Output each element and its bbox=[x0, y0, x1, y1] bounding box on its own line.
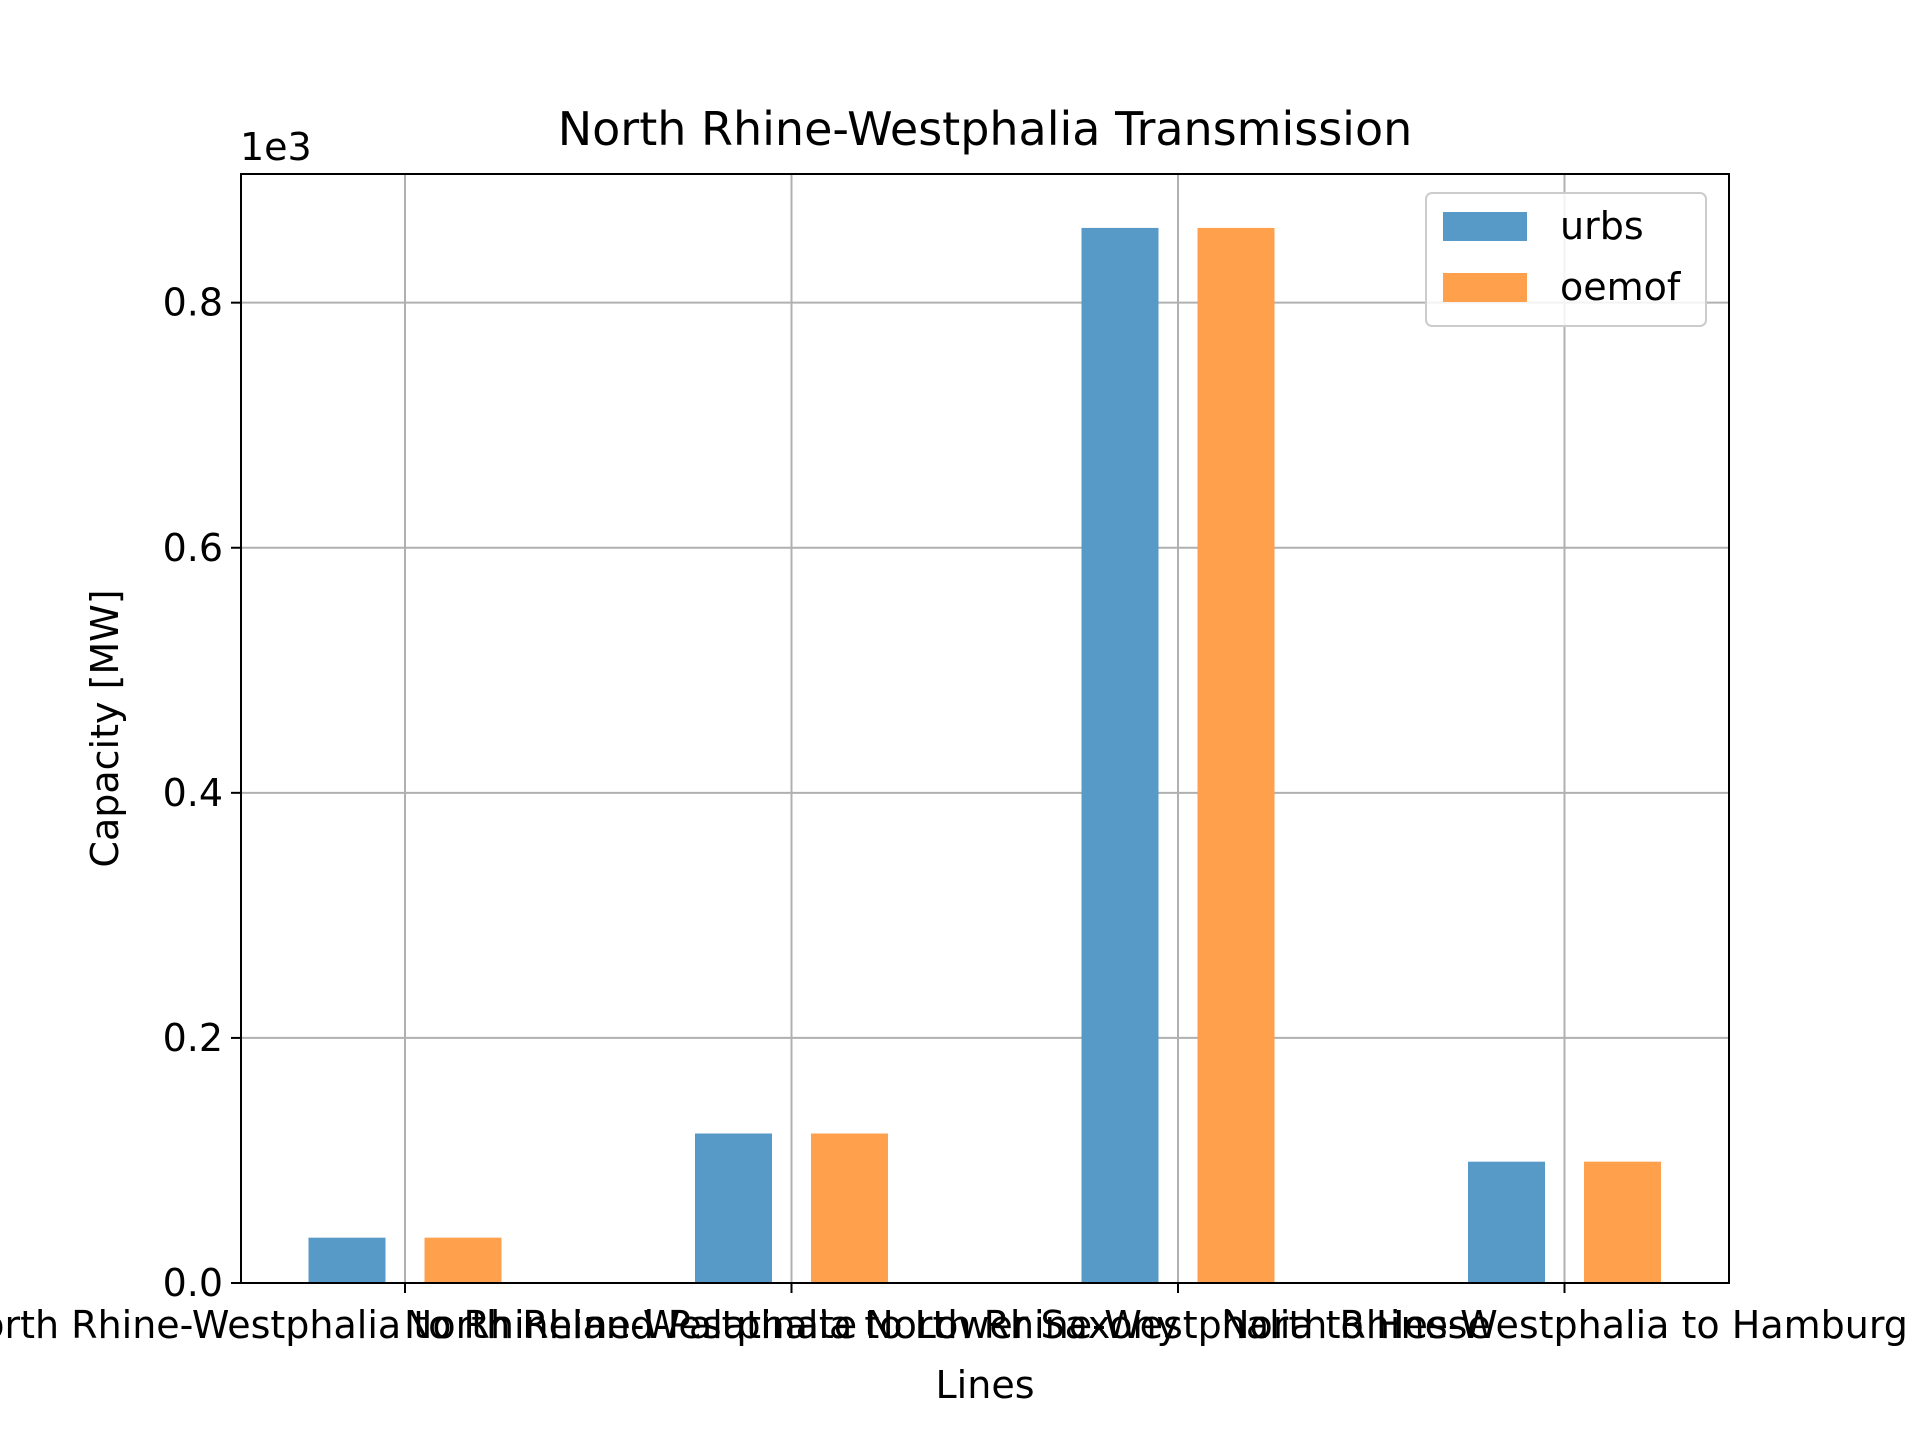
x-tick-label: North Rhine-Westphalia to Lower Saxony bbox=[404, 1303, 1179, 1347]
legend: urbs oemof bbox=[1425, 192, 1707, 327]
bar-oemof bbox=[1197, 227, 1275, 1284]
plot-frame bbox=[240, 173, 1730, 1284]
x-axis-label: Lines bbox=[936, 1363, 1035, 1407]
x-tick-label: North Rhine-Westphalia to Hesse bbox=[865, 1303, 1491, 1347]
legend-swatch-oemof bbox=[1443, 273, 1527, 302]
bar-urbs bbox=[1081, 227, 1159, 1284]
axis-ticks: 0.0 0.2 0.4 0.6 0.8 North Rhine-Westphalia to… bbox=[0, 281, 1908, 1347]
bar-urbs bbox=[695, 1133, 772, 1283]
legend-label-urbs: urbs bbox=[1560, 204, 1644, 248]
y-tick-label: 0.0 bbox=[163, 1261, 223, 1305]
y-tick-label: 0.6 bbox=[163, 526, 223, 570]
legend-label-oemof: oemof bbox=[1560, 265, 1682, 309]
bars bbox=[308, 227, 1661, 1284]
bar-oemof bbox=[1584, 1161, 1661, 1283]
y-axis-label: Capacity [MW] bbox=[83, 589, 127, 867]
chart-title: North Rhine-Westphalia Transmission bbox=[558, 102, 1413, 156]
y-tick-label: 0.4 bbox=[163, 771, 223, 815]
y-tick-label: 0.2 bbox=[163, 1016, 223, 1060]
y-axis-offset-text: 1e3 bbox=[240, 125, 312, 169]
x-tick-label: North Rhine-Westphalia to Rhineland-Pala… bbox=[0, 1303, 857, 1347]
y-tick-label: 0.8 bbox=[163, 281, 223, 325]
bar-oemof bbox=[811, 1133, 888, 1283]
legend-swatch-urbs bbox=[1443, 212, 1527, 241]
x-tick-label: North Rhine-Westphalia to Hamburg bbox=[1221, 1303, 1908, 1347]
bar-oemof bbox=[424, 1237, 502, 1283]
bar-urbs bbox=[308, 1237, 386, 1283]
bar-urbs bbox=[1468, 1161, 1545, 1283]
